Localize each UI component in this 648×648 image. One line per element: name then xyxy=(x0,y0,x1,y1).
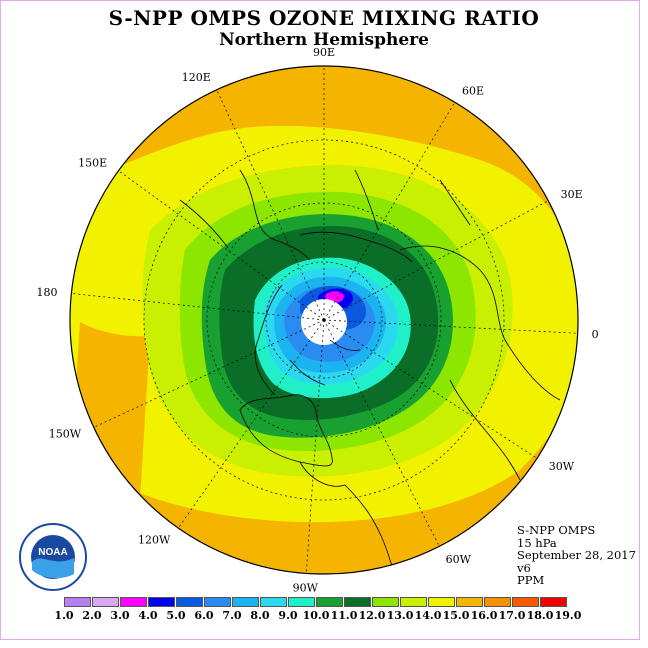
longitude-label: 120W xyxy=(138,534,171,547)
colorbar-label: 8.0 xyxy=(250,609,270,622)
info-version: v6 xyxy=(517,560,531,575)
colorbar-label: 19.0 xyxy=(554,609,582,622)
colorbar-swatch xyxy=(344,597,371,607)
longitude-label: 90E xyxy=(313,46,335,59)
colorbar-label: 11.0 xyxy=(330,609,358,622)
ozone-field xyxy=(70,66,578,574)
colorbar-label: 1.0 xyxy=(54,609,74,622)
colorbar-label: 18.0 xyxy=(526,609,554,622)
colorbar-swatch xyxy=(120,597,147,607)
colorbar-label: 16.0 xyxy=(470,609,498,622)
colorbar-swatch xyxy=(92,597,119,607)
colorbar-swatch xyxy=(428,597,455,607)
colorbar-swatch xyxy=(372,597,399,607)
longitude-label: 90W xyxy=(293,581,319,594)
longitude-label: 150E xyxy=(78,156,107,169)
colorbar-label: 2.0 xyxy=(82,609,102,622)
colorbar-label: 3.0 xyxy=(110,609,130,622)
info-date: September 28, 2017 xyxy=(517,548,636,562)
colorbar-swatch xyxy=(484,597,511,607)
colorbar-swatch xyxy=(316,597,343,607)
meridian-line xyxy=(323,200,549,321)
longitude-label: 0 xyxy=(592,328,599,341)
colorbar-swatch xyxy=(204,597,231,607)
colorbar-swatch xyxy=(148,597,175,607)
colorbar-swatch xyxy=(456,597,483,607)
contour-14-15-west xyxy=(70,322,150,500)
meridian-line xyxy=(323,102,456,321)
meridian-line xyxy=(323,319,578,334)
info-instrument: S-NPP OMPS xyxy=(517,523,596,537)
longitude-label: 150W xyxy=(49,427,82,440)
info-units: PPM xyxy=(517,573,545,587)
meridian-line xyxy=(216,89,325,321)
longitude-labels: 90E 60E 30E 0 30W 60W 90W 120W 150W 180 150E 120E xyxy=(36,46,598,594)
continent-outlines xyxy=(179,169,561,574)
meridian-line xyxy=(93,319,325,428)
colorbar-label: 14.0 xyxy=(414,609,442,622)
meridian-line xyxy=(323,319,440,547)
map-subtitle: Northern Hemisphere xyxy=(219,30,429,50)
colorbar-label: 7.0 xyxy=(222,609,242,622)
colorbar-label: 15.0 xyxy=(442,609,470,622)
colorbar-swatch xyxy=(64,597,91,607)
meridian-line xyxy=(71,293,325,321)
colorbar-label: 6.0 xyxy=(194,609,214,622)
meridian-line xyxy=(118,170,325,321)
colorbar-label: 9.0 xyxy=(278,609,298,622)
colorbar-label: 12.0 xyxy=(358,609,386,622)
noaa-logo-icon: NOAA xyxy=(19,523,87,591)
meridian-line xyxy=(323,319,538,459)
colorbar-swatch xyxy=(540,597,567,607)
colorbar-swatch xyxy=(232,597,259,607)
noaa-logo-text: NOAA xyxy=(38,547,67,558)
longitude-label: 120E xyxy=(182,71,211,84)
colorbar-label: 10.0 xyxy=(302,609,330,622)
colorbar-swatch xyxy=(176,597,203,607)
colorbar-swatch xyxy=(288,597,315,607)
noaa-logo: NOAA xyxy=(18,522,88,592)
colorbar-swatch xyxy=(260,597,287,607)
colorbar-label: 13.0 xyxy=(386,609,414,622)
colorbar-label: 4.0 xyxy=(138,609,158,622)
longitude-label: 60W xyxy=(446,553,472,566)
colorbar-label: 5.0 xyxy=(166,609,186,622)
meridian-lines xyxy=(71,66,578,574)
map-boundary xyxy=(69,65,579,575)
longitude-label: 180 xyxy=(36,286,57,299)
map-title: S-NPP OMPS OZONE MIXING RATIO xyxy=(108,6,540,30)
meridian-line xyxy=(178,319,325,529)
image-frame xyxy=(0,0,640,640)
meridian-line xyxy=(305,319,325,574)
info-level: 15 hPa xyxy=(517,535,557,550)
longitude-label: 30W xyxy=(549,460,575,473)
longitude-label: 30E xyxy=(561,188,583,201)
longitude-label: 60E xyxy=(462,84,484,97)
colorbar-swatch xyxy=(400,597,427,607)
colorbar-label: 17.0 xyxy=(498,609,526,622)
map-info: S-NPP OMPS 15 hPa September 28, 2017 v6 … xyxy=(517,524,636,587)
colorbar-swatch xyxy=(512,597,539,607)
